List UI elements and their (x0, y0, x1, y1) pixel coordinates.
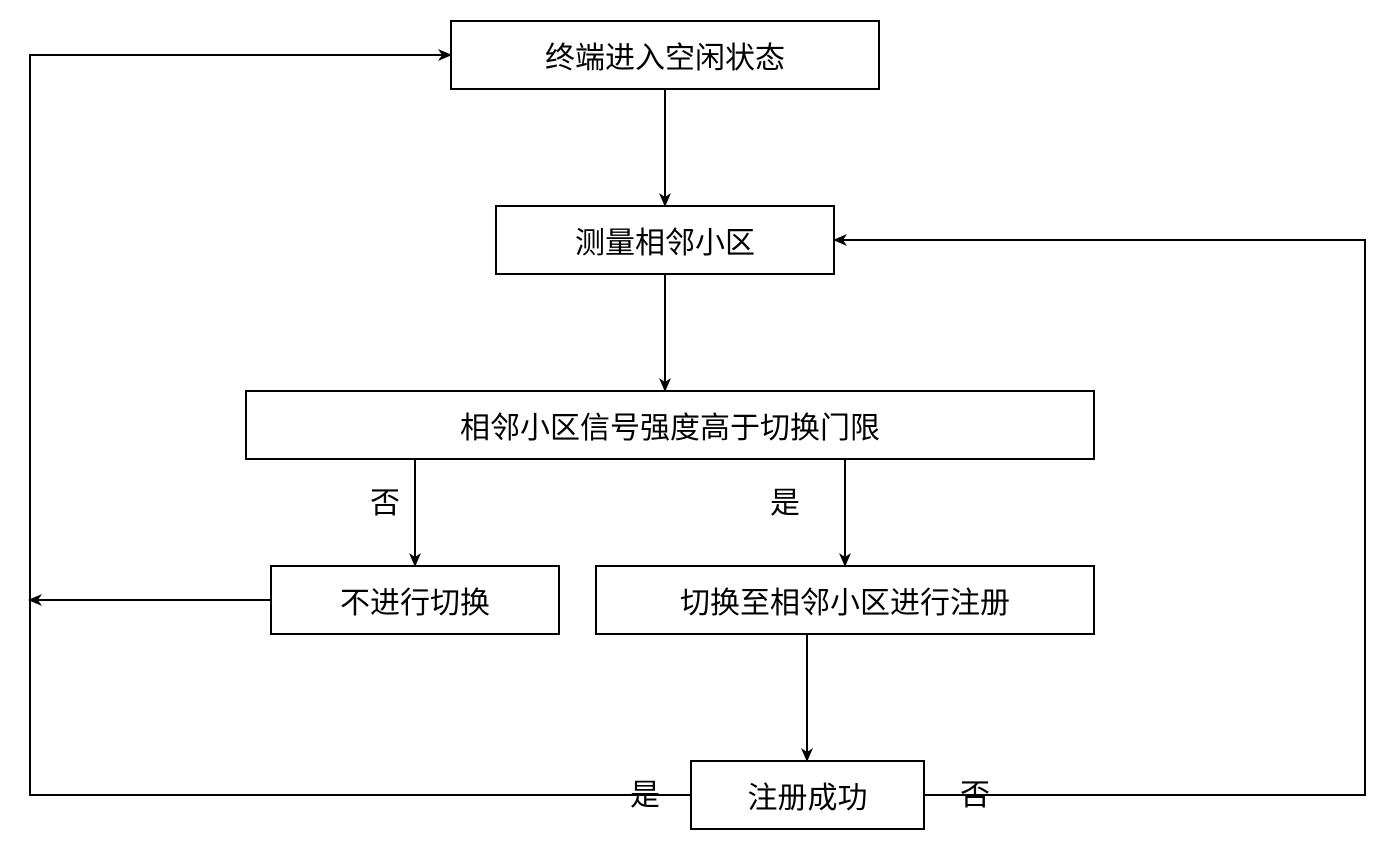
edge-label-no: 否 (370, 478, 400, 522)
node-no-switch-label: 不进行切换 (340, 578, 490, 622)
node-reg-ok: 注册成功 (690, 760, 925, 830)
edge-label-reg-yes: 是 (630, 770, 660, 814)
node-do-switch-label: 切换至相邻小区进行注册 (680, 578, 1010, 622)
node-no-switch: 不进行切换 (270, 565, 560, 635)
node-idle-label: 终端进入空闲状态 (545, 33, 785, 77)
edge-label-reg-no: 否 (960, 770, 990, 814)
node-measure-label: 测量相邻小区 (575, 218, 755, 262)
edge-reg-ok-no-loop (835, 240, 1365, 795)
edge-label-yes: 是 (770, 478, 800, 522)
node-idle: 终端进入空闲状态 (450, 20, 880, 90)
node-do-switch: 切换至相邻小区进行注册 (595, 565, 1095, 635)
node-decision: 相邻小区信号强度高于切换门限 (245, 390, 1095, 460)
node-measure: 测量相邻小区 (495, 205, 835, 275)
node-reg-ok-label: 注册成功 (748, 773, 868, 817)
node-decision-label: 相邻小区信号强度高于切换门限 (460, 403, 880, 447)
